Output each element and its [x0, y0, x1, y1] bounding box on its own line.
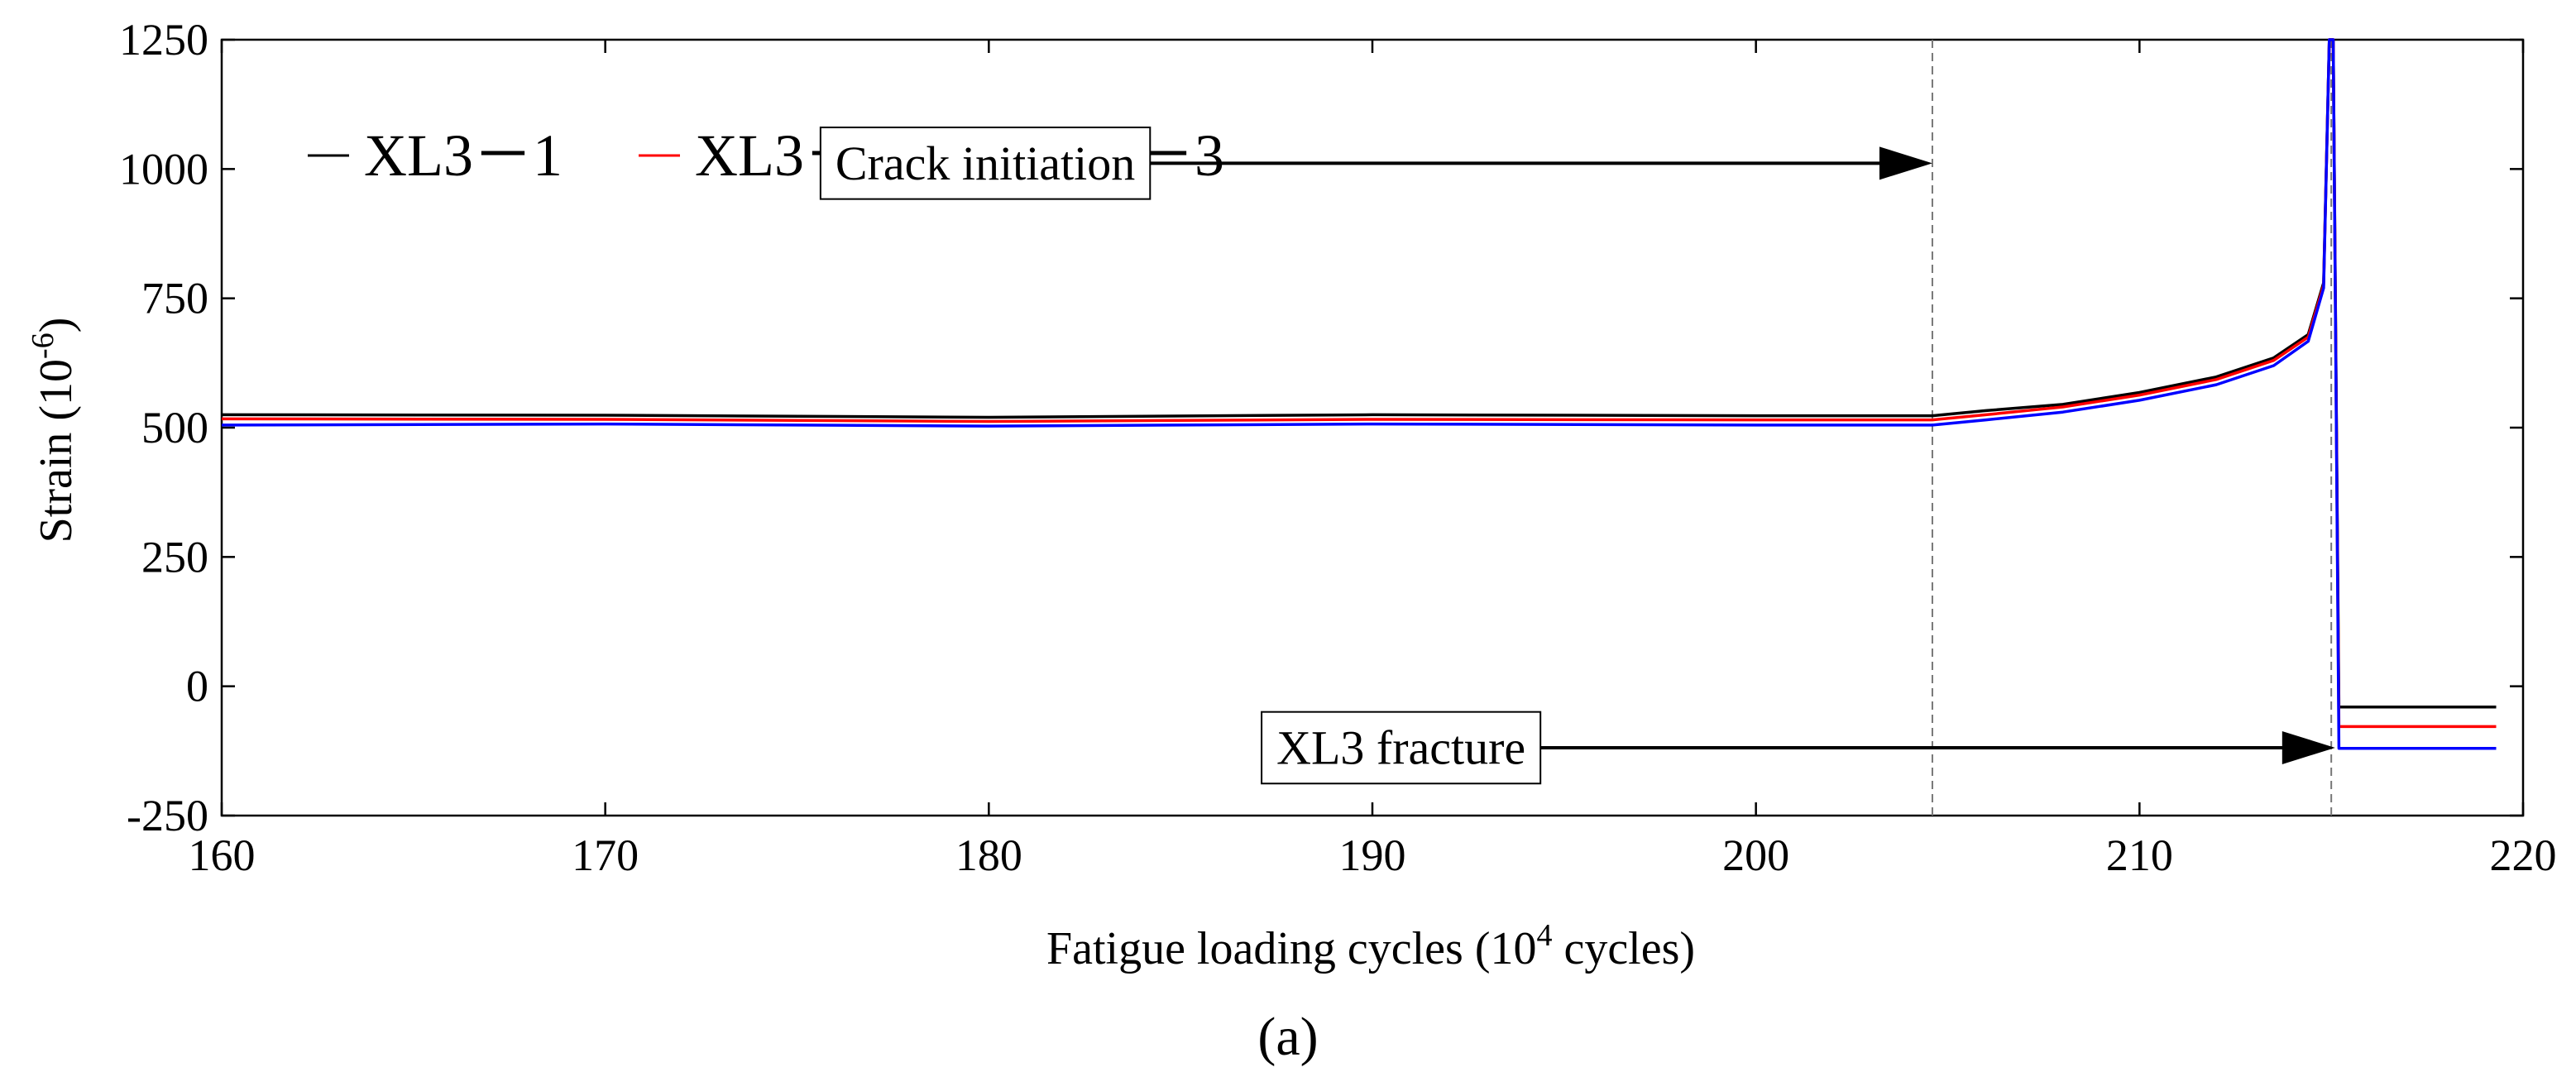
plot-frame — [220, 38, 2525, 817]
annotation-text: XL3 fracture — [1276, 720, 1525, 774]
series-line-2 — [221, 38, 2497, 729]
reference-lines — [1931, 40, 2333, 816]
series-line-1 — [221, 38, 2497, 709]
x-tick-label: 200 — [1722, 830, 1789, 880]
annotation-arrow-head — [2282, 730, 2335, 764]
annotation-arrow-head — [1879, 146, 1932, 180]
x-tick-label: 210 — [2106, 830, 2173, 880]
annotation-2: XL3 fracture — [1261, 711, 2335, 785]
x-tick-label: 170 — [572, 830, 639, 880]
legend-label-1: XL3－1 — [364, 122, 563, 189]
annotation-box — [1261, 711, 1542, 785]
panel-label: (a) — [1257, 1007, 1318, 1067]
y-tick-label: -250 — [127, 791, 208, 840]
y-tick-label: 0 — [186, 662, 208, 711]
x-tick-label: 190 — [1339, 830, 1406, 880]
y-tick-label: 1000 — [119, 144, 208, 194]
annotation-box — [819, 127, 1152, 200]
series-group — [221, 38, 2497, 750]
x-tick-label: 220 — [2490, 830, 2557, 880]
annotation-text: Crack initiation — [836, 136, 1135, 190]
y-tick-label: 750 — [141, 274, 208, 323]
series-line-3 — [221, 38, 2497, 750]
plot-area-border — [220, 38, 2525, 817]
y-tick-label: 1250 — [119, 15, 208, 65]
y-tick-label: 500 — [141, 403, 208, 452]
axis-ticks: 160 170 180 190 200 210 220 -250 0 250 500 750 1000 1… — [119, 15, 2557, 880]
x-tick-label: 160 — [189, 830, 256, 880]
x-axis-title: Fatigue loading cycles (104 cycles) — [1046, 918, 1695, 974]
x-tick-label: 180 — [955, 830, 1022, 880]
annotations: Crack initiation XL3 fracture — [819, 127, 2335, 785]
annotation-1: Crack initiation — [819, 127, 1932, 200]
y-tick-label: 250 — [141, 532, 208, 581]
y-axis-title: Strain (10-6) — [26, 318, 82, 543]
